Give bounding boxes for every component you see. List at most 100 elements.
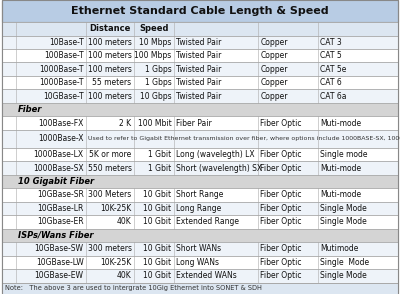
Text: Long (wavelegth) LX: Long (wavelegth) LX (176, 150, 255, 159)
Bar (2, 148, 398, 161)
Text: Long Range: Long Range (176, 204, 222, 213)
Text: Distance: Distance (89, 24, 131, 33)
Text: 100 meters: 100 meters (88, 38, 132, 47)
Text: 10GBase-LW: 10GBase-LW (36, 258, 84, 267)
Text: Fiber Optic: Fiber Optic (260, 163, 302, 173)
Text: 100 meters: 100 meters (88, 51, 132, 60)
Text: 10 Gbps: 10 Gbps (140, 92, 172, 101)
Text: Copper: Copper (260, 51, 288, 60)
Bar (2, 49, 398, 62)
Bar (2, 76, 398, 89)
Text: Used to refer to Gigabit Ethernet transmission over fiber, where options include: Used to refer to Gigabit Ethernet transm… (88, 136, 400, 141)
Text: 10 Gbit: 10 Gbit (144, 258, 172, 267)
Text: Short Range: Short Range (176, 191, 224, 200)
Text: Fiber Optic: Fiber Optic (260, 118, 302, 128)
Text: 10 Gbit: 10 Gbit (144, 204, 172, 213)
Text: 300 Meters: 300 Meters (88, 191, 132, 200)
Text: Short WANs: Short WANs (176, 244, 222, 253)
Text: Short (wavelength) SX: Short (wavelength) SX (176, 163, 262, 173)
Text: Long WANs: Long WANs (176, 258, 219, 267)
Text: Extended Range: Extended Range (176, 218, 239, 226)
Text: Muti-mode: Muti-mode (320, 118, 362, 128)
Text: Fiber Pair: Fiber Pair (176, 118, 212, 128)
Text: 10K-25K: 10K-25K (100, 204, 132, 213)
Text: 1 Gbit: 1 Gbit (148, 150, 172, 159)
Text: Single Mode: Single Mode (320, 271, 367, 280)
Text: 1 Gbit: 1 Gbit (148, 163, 172, 173)
Text: Fiber Optic: Fiber Optic (260, 150, 302, 159)
Text: Extended WANs: Extended WANs (176, 271, 237, 280)
Text: Single Mode: Single Mode (320, 218, 367, 226)
Text: 40K: 40K (117, 218, 132, 226)
Bar (2, 89, 398, 103)
Text: 10GBase-LR: 10GBase-LR (37, 204, 84, 213)
Text: 10 Gbit: 10 Gbit (144, 218, 172, 226)
Text: 10GBase-SR: 10GBase-SR (37, 191, 84, 200)
Text: 10GBase-EW: 10GBase-EW (34, 271, 84, 280)
Text: Fiber Optic: Fiber Optic (260, 271, 302, 280)
Text: Speed: Speed (139, 24, 169, 33)
Text: 10 Mbps: 10 Mbps (139, 38, 172, 47)
Text: 100 meters: 100 meters (88, 65, 132, 74)
Text: Muti-mode: Muti-mode (320, 163, 362, 173)
Text: 10 Gigabit Fiber: 10 Gigabit Fiber (18, 177, 94, 186)
Text: Muti-mode: Muti-mode (320, 191, 362, 200)
Text: 300 meters: 300 meters (88, 244, 132, 253)
Text: Note:   The above 3 are used to intergrate 10Gig Ethernet into SONET & SDH: Note: The above 3 are used to intergrate… (5, 285, 262, 291)
Bar (2, 116, 398, 130)
Text: 100 Mbit: 100 Mbit (138, 118, 172, 128)
Text: Fiber Optic: Fiber Optic (260, 218, 302, 226)
Text: Twisted Pair: Twisted Pair (176, 38, 222, 47)
Bar (2, 188, 398, 202)
Text: 2 K: 2 K (120, 118, 132, 128)
Text: CAT 6a: CAT 6a (320, 92, 347, 101)
Bar (2, 130, 398, 148)
Bar (2, 229, 398, 242)
Text: 10GBase-T: 10GBase-T (43, 92, 84, 101)
Text: 10 Gbit: 10 Gbit (144, 191, 172, 200)
Text: Fiber Optic: Fiber Optic (260, 191, 302, 200)
Text: Copper: Copper (260, 65, 288, 74)
Text: 1000Base-X: 1000Base-X (38, 134, 84, 143)
Text: Fiber Optic: Fiber Optic (260, 204, 302, 213)
Bar (2, 36, 398, 49)
Bar (2, 0, 398, 22)
Text: Twisted Pair: Twisted Pair (176, 92, 222, 101)
Bar (2, 255, 398, 269)
Text: Twisted Pair: Twisted Pair (176, 65, 222, 74)
Text: 1 Gbps: 1 Gbps (145, 78, 172, 87)
Text: Single Mode: Single Mode (320, 204, 367, 213)
Text: 550 meters: 550 meters (88, 163, 132, 173)
Text: 1000Base-T: 1000Base-T (39, 65, 84, 74)
Text: 10 Gbit: 10 Gbit (144, 271, 172, 280)
Text: 1000Base-SX: 1000Base-SX (33, 163, 84, 173)
Text: Fiber: Fiber (18, 105, 42, 114)
Text: 40K: 40K (117, 271, 132, 280)
Text: 100 meters: 100 meters (88, 92, 132, 101)
Bar (2, 202, 398, 215)
Text: Ethernet Standard Cable Length & Speed: Ethernet Standard Cable Length & Speed (71, 6, 329, 16)
Text: Single  Mode: Single Mode (320, 258, 370, 267)
Text: Copper: Copper (260, 78, 288, 87)
Text: 5K or more: 5K or more (89, 150, 132, 159)
Text: 1 Gbps: 1 Gbps (145, 65, 172, 74)
Text: CAT 6: CAT 6 (320, 78, 342, 87)
Text: CAT 5e: CAT 5e (320, 65, 347, 74)
Bar (2, 103, 398, 116)
Text: 1000Base-T: 1000Base-T (39, 78, 84, 87)
Text: Mutimode: Mutimode (320, 244, 359, 253)
Text: Copper: Copper (260, 92, 288, 101)
Text: CAT 5: CAT 5 (320, 51, 342, 60)
Text: 10 Gbit: 10 Gbit (144, 244, 172, 253)
Bar (2, 269, 398, 283)
Bar (2, 161, 398, 175)
Bar (2, 62, 398, 76)
Bar (2, 22, 398, 36)
Bar (2, 283, 398, 294)
Text: Single mode: Single mode (320, 150, 368, 159)
Bar (2, 242, 398, 255)
Text: 10Base-T: 10Base-T (49, 38, 84, 47)
Text: 1000Base-LX: 1000Base-LX (34, 150, 84, 159)
Text: CAT 3: CAT 3 (320, 38, 342, 47)
Bar (2, 175, 398, 188)
